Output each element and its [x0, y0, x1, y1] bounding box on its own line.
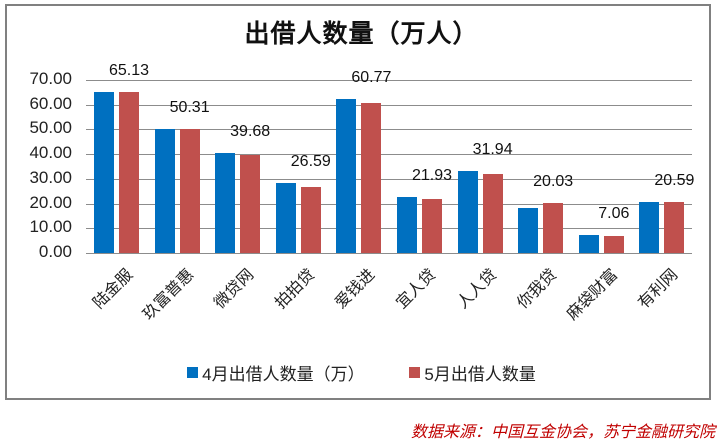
legend-swatch-red — [409, 367, 421, 378]
bar-may — [300, 187, 321, 253]
y-tick-label: 50.00 — [29, 118, 72, 138]
legend-item-april: 4月出借人数量（万） — [187, 360, 365, 385]
bar-april — [457, 170, 478, 253]
legend-item-may: 5月出借人数量 — [409, 360, 536, 385]
bar-may — [361, 102, 382, 253]
x-category-label: 宜人贷 — [391, 264, 440, 313]
gridline — [86, 203, 692, 205]
data-label: 31.94 — [472, 140, 513, 158]
y-tick-label: 30.00 — [29, 167, 72, 187]
x-category-label: 玖富普惠 — [138, 264, 197, 324]
x-category-label: 人人贷 — [452, 264, 500, 313]
chart-title: 出借人数量（万人） — [244, 19, 479, 48]
bar-may — [603, 235, 624, 253]
data-label: 26.59 — [290, 153, 331, 171]
x-category-label: 有利网 — [634, 264, 682, 313]
bar-may — [119, 92, 139, 253]
data-source-note: 数据来源：中国互金协会，苏宁金融研究院 — [410, 422, 715, 441]
bar-april — [275, 183, 296, 253]
bar-may — [482, 174, 503, 253]
y-tick-label: 70.00 — [29, 69, 72, 88]
data-label: 20.59 — [654, 172, 695, 190]
x-category-label: 爱钱进 — [331, 264, 379, 313]
bar-april — [639, 202, 660, 253]
legend-label-april: 4月出借人数量（万） — [202, 365, 365, 384]
legend-label-may: 5月出借人数量 — [424, 365, 536, 384]
bar-april — [336, 99, 357, 253]
gridline — [86, 104, 692, 106]
y-tick-label: 10.00 — [29, 217, 72, 237]
bar-may — [179, 128, 200, 253]
bar-april — [154, 128, 175, 253]
gridline — [86, 80, 692, 81]
data-label: 60.77 — [351, 69, 392, 87]
bar-may — [543, 203, 564, 253]
y-tick-label: 60.00 — [29, 93, 72, 113]
bar-may — [422, 198, 442, 253]
bar-april — [578, 234, 599, 253]
gridline — [86, 228, 692, 230]
x-category-label: 拍拍贷 — [270, 264, 319, 313]
gridline — [86, 178, 692, 180]
bar-may — [664, 202, 685, 253]
x-category-label: 陆金服 — [88, 264, 137, 313]
data-label: 7.06 — [598, 204, 630, 222]
x-category-label: 你我贷 — [513, 264, 561, 313]
gridline — [86, 129, 692, 131]
data-label: 20.03 — [533, 173, 574, 191]
y-tick-label: 20.00 — [29, 192, 72, 212]
data-label: 39.68 — [230, 122, 271, 140]
y-tick-label: 0.00 — [38, 242, 72, 261]
bar-april — [518, 208, 539, 253]
data-label: 21.93 — [411, 166, 453, 184]
bar-april — [94, 92, 114, 253]
y-tick-label: 40.00 — [29, 143, 72, 163]
data-label: 50.31 — [169, 98, 210, 116]
x-category-label: 微贷网 — [210, 264, 258, 313]
legend-swatch-blue — [187, 367, 199, 378]
bar-may — [240, 154, 261, 253]
gridline — [86, 253, 692, 254]
bar-april — [215, 152, 236, 253]
legend: 4月出借人数量（万） 5月出借人数量 — [0, 360, 723, 385]
bar-april — [397, 196, 417, 253]
data-label: 65.13 — [108, 62, 150, 80]
gridline — [86, 154, 692, 156]
x-category-label: 麻袋财富 — [562, 264, 622, 324]
